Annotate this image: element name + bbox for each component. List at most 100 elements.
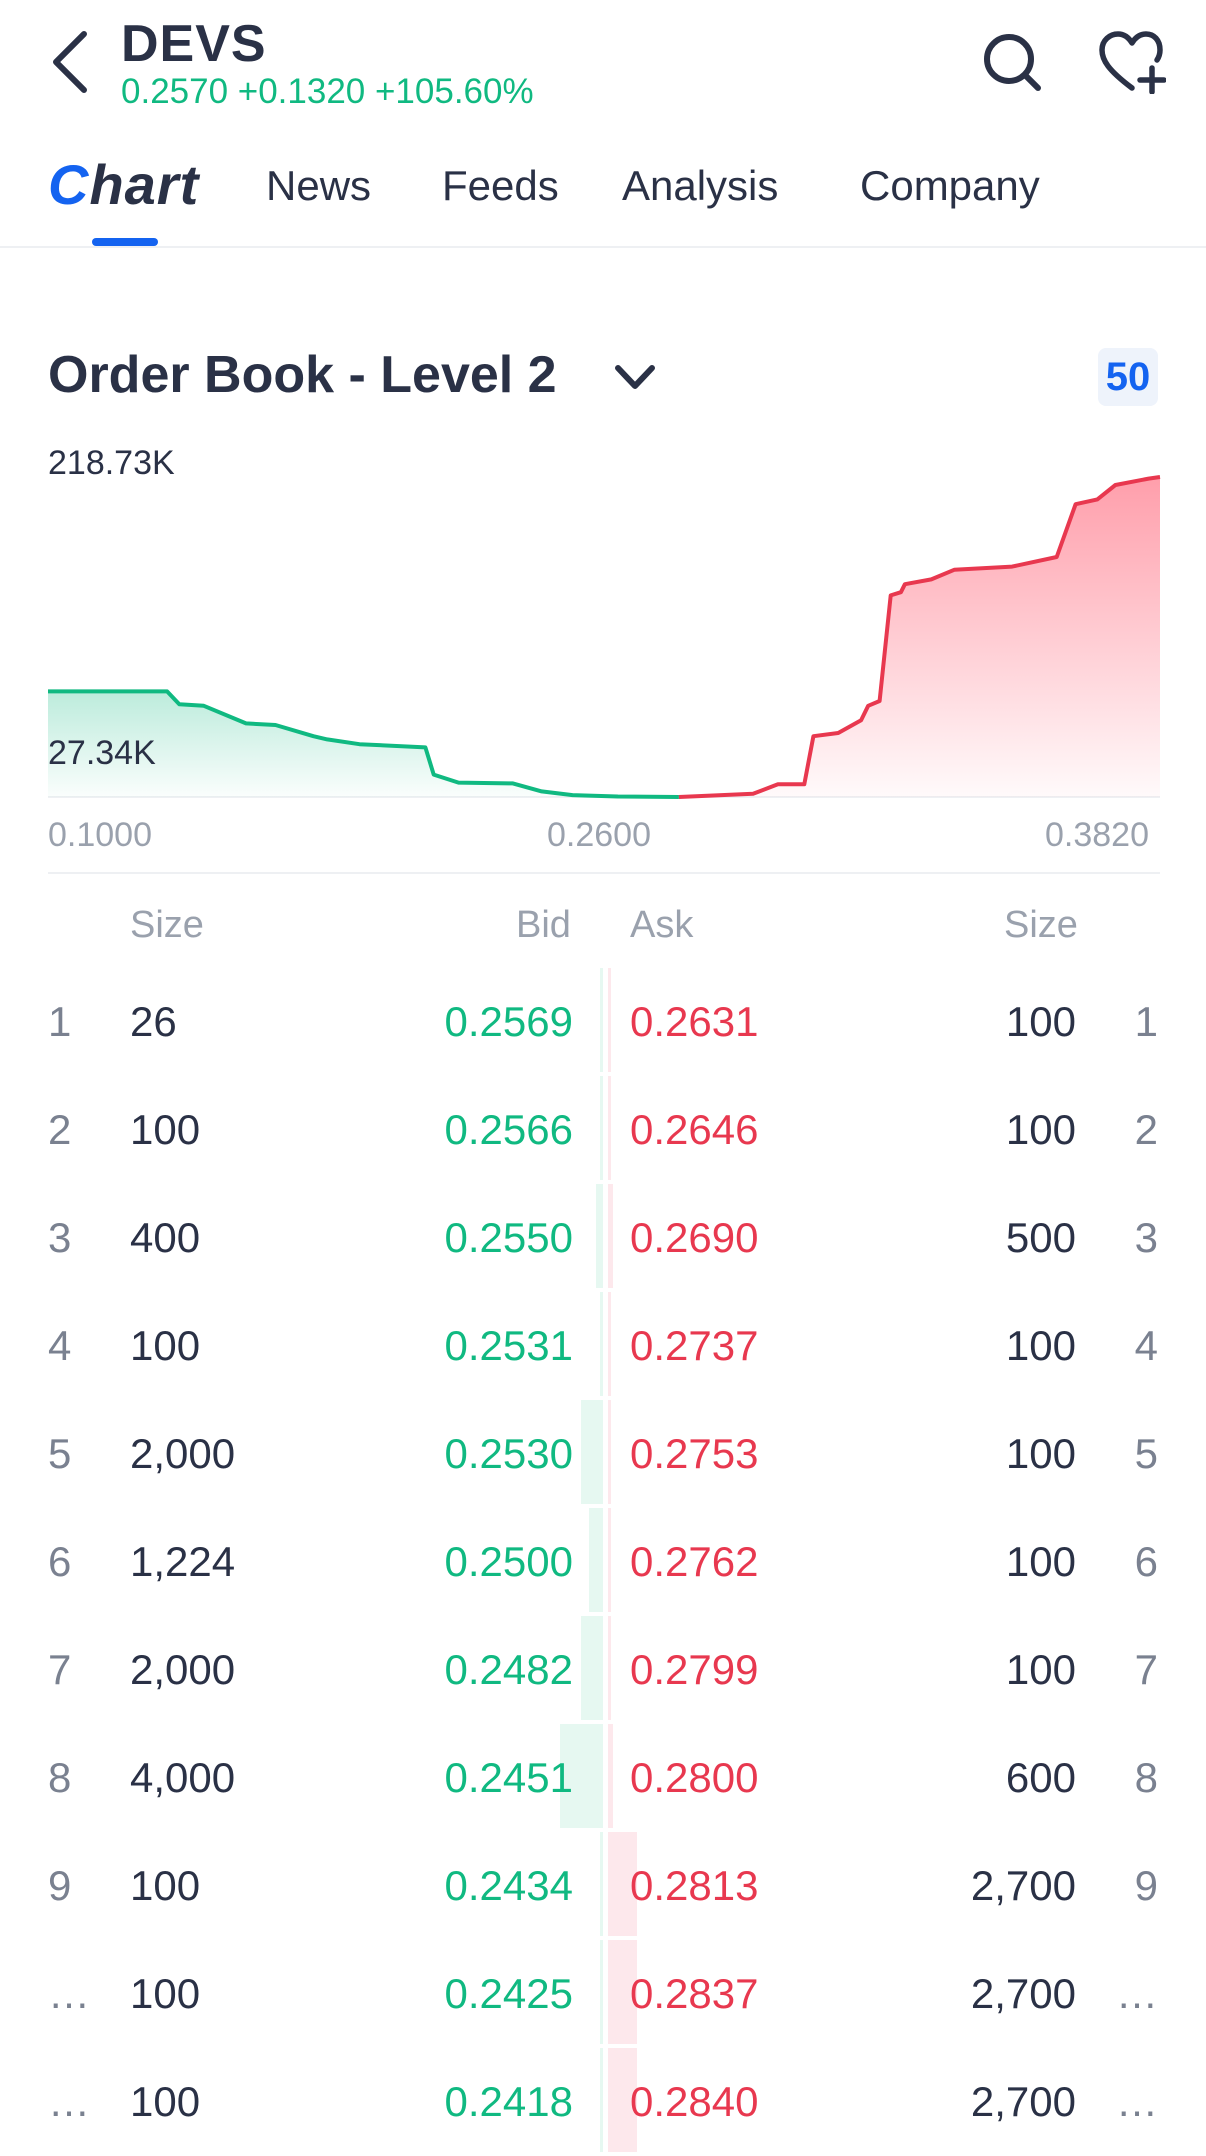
order-book-title[interactable]: Order Book - Level 2 (48, 346, 557, 404)
bid-price: 0.2569 (444, 998, 573, 1045)
bid-size: 2,000 (130, 1430, 236, 1477)
ask-depth-line (678, 475, 1161, 799)
ask-size: 500 (1005, 1214, 1076, 1261)
ask-price: 0.2840 (630, 2078, 759, 2125)
order-book-row: 9 100 0.2434 0.2813 2,700 9 (0, 1832, 1206, 1940)
ask-level: 8 (1134, 1754, 1158, 1801)
ask-price: 0.2837 (630, 1970, 759, 2017)
ask-depth-bar (608, 1184, 613, 1288)
ask-price: 0.2762 (630, 1538, 759, 1585)
ask-size: 2,700 (970, 1970, 1076, 2017)
bid-header: Bid (516, 904, 571, 946)
bid-size: 100 (130, 1862, 201, 1909)
ask-depth-bar (608, 1508, 611, 1612)
ask-depth-bar (608, 1400, 611, 1504)
bid-depth-area (48, 691, 679, 797)
bid-price: 0.2482 (444, 1646, 573, 1693)
order-book-row: 5 2,000 0.2530 0.2753 100 5 (0, 1400, 1206, 1508)
bid-depth-bar (600, 1940, 603, 2044)
bid-depth-bar (600, 1076, 603, 1180)
ask-price: 0.2646 (630, 1106, 759, 1153)
order-book-row: 1 26 0.2569 0.2631 100 1 (0, 968, 1206, 1076)
ask-depth-bar (608, 2048, 637, 2152)
tab-bar: Chart News Feeds Analysis Company (0, 150, 1206, 248)
bid-depth-bar (581, 1400, 603, 1504)
order-book-row: 2 100 0.2566 0.2646 100 2 (0, 1076, 1206, 1184)
order-book-row: 6 1,224 0.2500 0.2762 100 6 (0, 1508, 1206, 1616)
x-tick-label: 0.2600 (547, 816, 651, 854)
tab-news[interactable]: News (266, 162, 372, 209)
x-tick-label: 0.3820 (1045, 816, 1149, 854)
bid-price: 0.2418 (444, 2078, 573, 2125)
ask-price: 0.2799 (630, 1646, 759, 1693)
bid-size: 1,224 (130, 1538, 236, 1585)
ask-depth-bar (608, 1940, 637, 2044)
ask-price: 0.2753 (630, 1430, 759, 1477)
depth-badge[interactable]: 50 (1098, 348, 1158, 406)
bid-level: 6 (48, 1538, 72, 1585)
depth-chart (48, 475, 1161, 799)
tab-chart[interactable]: Chart (48, 152, 199, 217)
bid-level: … (48, 1970, 90, 2017)
y-min-label: 27.34K (48, 734, 156, 772)
y-max-label: 218.73K (48, 444, 175, 482)
ask-header: Ask (630, 904, 694, 946)
ask-depth-bar (608, 1616, 611, 1720)
bid-level: 2 (48, 1106, 72, 1153)
ask-price: 0.2737 (630, 1322, 759, 1369)
bid-depth-bar (600, 1292, 603, 1396)
ask-size: 100 (1005, 998, 1076, 1045)
bid-price: 0.2550 (444, 1214, 573, 1261)
ask-level: 9 (1134, 1862, 1158, 1909)
ask-size: 100 (1005, 1106, 1076, 1153)
bid-price: 0.2530 (444, 1430, 573, 1477)
divider (48, 872, 1160, 874)
bid-level: … (48, 2078, 90, 2125)
bid-depth-bar (559, 1724, 603, 1828)
bid-size: 26 (130, 998, 177, 1045)
bid-size: 100 (130, 1106, 201, 1153)
ticker-symbol: DEVS (121, 15, 267, 73)
bid-depth-line (48, 689, 679, 799)
ask-size: 2,700 (970, 1862, 1076, 1909)
ask-level: 3 (1134, 1214, 1158, 1261)
ask-depth-area (678, 477, 1160, 797)
order-book-row: 8 4,000 0.2451 0.2800 600 8 (0, 1724, 1206, 1832)
order-book-row: 7 2,000 0.2482 0.2799 100 7 (0, 1616, 1206, 1724)
bid-depth-bar (600, 968, 603, 1072)
bid-level: 7 (48, 1646, 72, 1693)
chevron-down-icon[interactable] (612, 358, 658, 398)
active-tab-indicator (92, 238, 158, 246)
ask-level: 7 (1134, 1646, 1158, 1693)
tab-analysis[interactable]: Analysis (622, 162, 779, 209)
bid-level: 4 (48, 1322, 72, 1369)
ask-depth-bar (608, 1832, 637, 1936)
ask-size: 100 (1005, 1430, 1076, 1477)
bid-depth-bar (595, 1184, 603, 1288)
tab-feeds[interactable]: Feeds (442, 162, 559, 209)
bid-level: 5 (48, 1430, 72, 1477)
bid-price: 0.2425 (444, 1970, 573, 2017)
ask-depth-bar (608, 1076, 611, 1180)
order-book-row: 3 400 0.2550 0.2690 500 3 (0, 1184, 1206, 1292)
tab-company[interactable]: Company (860, 162, 1040, 209)
ask-depth-bar (608, 968, 611, 1072)
ask-level: 1 (1134, 998, 1158, 1045)
price-quote: 0.2570 +0.1320 +105.60% (121, 72, 534, 111)
tab-chart-initial: C (48, 153, 90, 216)
ask-size: 100 (1005, 1322, 1076, 1369)
search-icon[interactable] (980, 30, 1044, 94)
bid-depth-bar (600, 2048, 603, 2152)
ask-level: 5 (1134, 1430, 1158, 1477)
ask-price: 0.2800 (630, 1754, 759, 1801)
bid-level: 8 (48, 1754, 72, 1801)
bid-size: 100 (130, 2078, 201, 2125)
order-book-row: 4 100 0.2531 0.2737 100 4 (0, 1292, 1206, 1400)
back-chevron-icon[interactable] (48, 28, 96, 96)
bid-price: 0.2434 (444, 1862, 573, 1909)
bid-price: 0.2566 (444, 1106, 573, 1153)
ask-size: 2,700 (970, 2078, 1076, 2125)
bid-depth-bar (600, 1832, 603, 1936)
ask-size-header: Size (1004, 904, 1078, 946)
heart-plus-icon[interactable] (1098, 30, 1166, 94)
